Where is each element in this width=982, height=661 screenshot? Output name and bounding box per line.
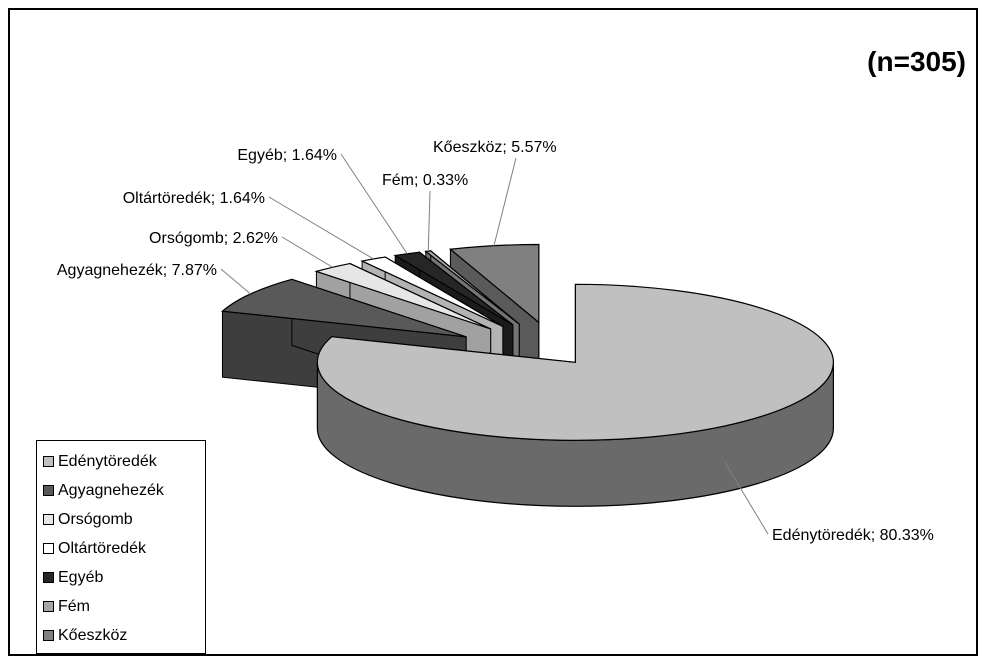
legend-label: Edénytöredék — [58, 452, 157, 470]
data-label: Kőeszköz; 5.57% — [433, 139, 557, 156]
pie-chart: Edénytöredék; 80.33% Agyagnehezék; 7.87% O… — [57, 139, 934, 544]
leader-line — [724, 461, 769, 535]
leader-line — [427, 190, 431, 252]
legend-swatch — [43, 572, 54, 583]
leader-line — [493, 157, 517, 246]
legend-label: Agyagnehezék — [58, 481, 164, 499]
legend-item: Fém — [37, 592, 205, 621]
legend-item: Egyéb — [37, 563, 205, 592]
legend-swatch — [43, 485, 54, 496]
legend-label: Kőeszköz — [58, 626, 128, 644]
data-label: Egyéb; 1.64% — [237, 147, 337, 164]
legend-item: Orsógomb — [37, 505, 205, 534]
slice-top — [316, 283, 834, 441]
chart-frame: Edénytöredék; 80.33% Agyagnehezék; 7.87% O… — [8, 8, 978, 656]
slice-top — [424, 250, 520, 325]
sample-count-label: (n=305) — [867, 46, 966, 77]
leader-line — [220, 268, 251, 295]
slice-top — [393, 251, 514, 326]
data-label: Oltártöredék; 1.64% — [123, 190, 265, 207]
legend-swatch — [43, 543, 54, 554]
legend-item: Edénytöredék — [37, 447, 205, 476]
legend-swatch — [43, 630, 54, 641]
legend-label: Oltártöredék — [58, 539, 147, 557]
data-label: Agyagnehezék; 7.87% — [57, 262, 217, 279]
data-label: Fém; 0.33% — [382, 172, 468, 189]
legend-swatch — [43, 514, 54, 525]
legend-item: Agyagnehezék — [37, 476, 205, 505]
leader-line — [268, 196, 374, 260]
legend-swatch — [43, 456, 54, 467]
legend-label: Orsógomb — [58, 510, 133, 528]
legend-label: Fém — [58, 597, 90, 615]
legend-item: Kőeszköz — [37, 621, 205, 650]
data-label: Edénytöredék; 80.33% — [772, 527, 934, 544]
legend: Edénytöredék Agyagnehezék Orsógomb Oltár… — [36, 440, 206, 654]
data-label: Orsógomb; 2.62% — [149, 230, 278, 247]
leader-line — [281, 236, 333, 268]
legend-item: Oltártöredék — [37, 534, 205, 563]
legend-swatch — [43, 601, 54, 612]
slice-top — [448, 243, 540, 324]
slice-top — [360, 256, 504, 327]
pie-slice-0 — [316, 283, 834, 507]
leader-line — [340, 153, 408, 255]
legend-label: Egyéb — [58, 568, 104, 586]
